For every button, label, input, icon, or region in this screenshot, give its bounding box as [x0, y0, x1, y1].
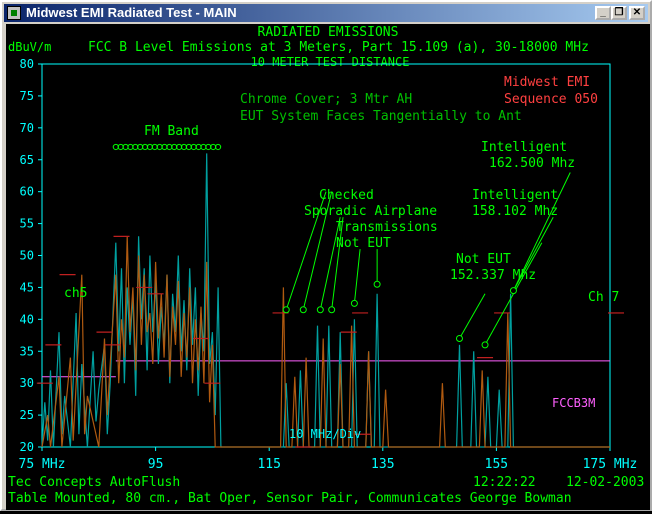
callout-line-2	[319, 217, 341, 310]
footer-time: 12:22:22	[473, 475, 536, 490]
header-line2: FCC B Level Emissions at 3 Meters, Part …	[88, 40, 589, 55]
footer-setup: Table Mounted, 80 cm., Bat Oper, Sensor …	[8, 491, 572, 506]
footer-date: 12-02-2003	[566, 475, 644, 490]
footer-software: Tec Concepts AutoFlush	[8, 475, 180, 490]
maximize-button[interactable]: ❐	[611, 6, 627, 20]
app-icon	[7, 6, 21, 20]
y-tick-label-70: 70	[20, 121, 34, 135]
y-tick-label-55: 55	[20, 217, 34, 231]
intel-b-label-2: 162.500 Mhz	[489, 156, 575, 171]
y-axis: 20 25 30 35 40 45 50 55 60 65 70 75 80	[20, 57, 42, 454]
marker-circle-4	[350, 299, 358, 307]
marker-circle-1	[299, 306, 307, 314]
peak-markers	[36, 235, 624, 448]
div-label: 10 MHz/Div	[289, 427, 361, 441]
x-tick-label-95: 95	[148, 457, 164, 472]
callout-line-4	[353, 249, 361, 304]
x-tick-label-155: 155	[485, 457, 508, 472]
series-group	[41, 153, 610, 448]
header-line3: 10 METER TEST DISTANCE	[251, 55, 410, 69]
y-tick-label-35: 35	[20, 344, 34, 358]
marker-circle-6	[455, 334, 463, 342]
emissions-chart: RADIATED EMISSIONS dBuV/m FCC B Level Em…	[8, 25, 644, 506]
plot-area: RADIATED EMISSIONS dBuV/m FCC B Level Em…	[6, 24, 650, 510]
y-tick-label-50: 50	[20, 249, 34, 263]
marker-circles	[282, 280, 517, 349]
x-tick-label-75: 75 MHz	[19, 457, 66, 472]
checked-label-3: Transmissions	[336, 220, 438, 235]
y-tick-label-30: 30	[20, 376, 34, 390]
header-line1: RADIATED EMISSIONS	[258, 25, 399, 40]
fm-band-label: FM Band	[144, 124, 199, 139]
checked-label-4: Not EUT	[336, 236, 391, 251]
not-eut-label-1: Not EUT	[456, 252, 511, 267]
ch7-label: Ch 7	[588, 290, 619, 305]
y-tick-label-80: 80	[20, 57, 34, 71]
y-unit-label: dBuV/m	[8, 40, 51, 54]
y-tick-label-75: 75	[20, 89, 34, 103]
x-tick-label-175: 175 MHz	[583, 457, 638, 472]
y-tick-label-65: 65	[20, 153, 34, 167]
series-horizontal	[41, 236, 610, 448]
callout-line-8	[513, 216, 554, 291]
marker-circle-3	[328, 306, 336, 314]
window-title: Midwest EMI Radiated Test - MAIN	[26, 5, 237, 20]
callout-line-3	[331, 217, 344, 310]
ch5-label: ch5	[64, 286, 87, 301]
callout-line-6	[459, 293, 486, 339]
minimize-button[interactable]: _	[595, 6, 611, 20]
intel-a-label-1: Intelligent	[472, 188, 558, 203]
y-tick-label-60: 60	[20, 185, 34, 199]
callout-line-9	[512, 172, 571, 291]
y-tick-label-20: 20	[20, 440, 34, 454]
title-bar[interactable]: Midwest EMI Radiated Test - MAIN _ ❐ ✕	[4, 4, 648, 22]
not-eut-label-2: 152.337 Mhz	[450, 268, 536, 283]
marker-circle-0	[282, 306, 290, 314]
setup-note-1: Chrome Cover; 3 Mtr AH	[240, 92, 412, 107]
limit-line-group	[42, 360, 610, 378]
marker-circle-8	[509, 287, 517, 295]
fm-band-dots	[112, 143, 222, 151]
callout-line-0	[285, 191, 327, 310]
setup-note-2: EUT System Faces Tangentially to Ant	[240, 109, 522, 124]
y-tick-label-40: 40	[20, 312, 34, 326]
y-tick-label-25: 25	[20, 408, 34, 422]
marker-circle-7	[481, 341, 489, 349]
sequence-note: Sequence 050	[504, 92, 598, 107]
intel-a-label-2: 158.102 Mhz	[472, 204, 558, 219]
x-tick-label-115: 115	[257, 457, 280, 472]
limit-label: FCCB3M	[552, 396, 595, 410]
x-tick-label-135: 135	[371, 457, 394, 472]
close-button[interactable]: ✕	[629, 6, 645, 20]
marker-circle-2	[316, 306, 324, 314]
checked-label-1: Checked	[319, 188, 374, 203]
callout-line-1	[302, 191, 333, 310]
marker-circle-5	[373, 280, 381, 288]
fm-dot-21	[214, 143, 222, 151]
company-note: Midwest EMI	[504, 75, 590, 90]
y-tick-label-45: 45	[20, 280, 34, 294]
intel-b-label-1: Intelligent	[481, 140, 567, 155]
x-axis: 75 MHz 95 115 135 155 175 MHz	[19, 447, 638, 472]
checked-label-2: Sporadic Airplane	[304, 204, 437, 219]
